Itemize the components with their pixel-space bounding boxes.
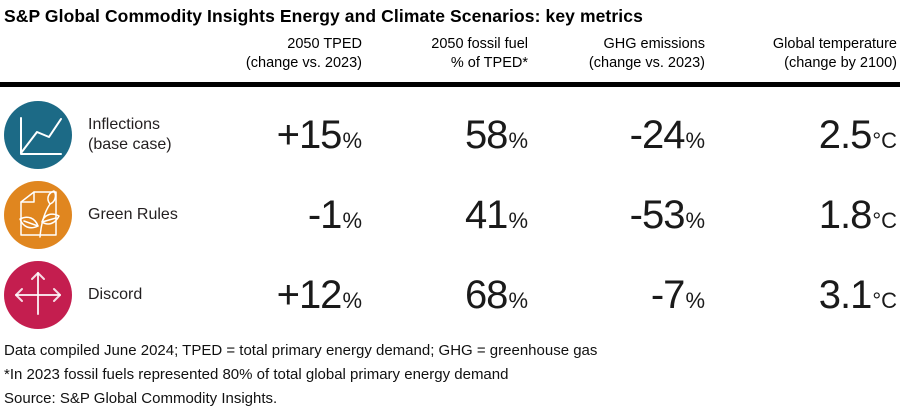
footnotes: Data compiled June 2024; TPED = total pr…: [0, 339, 897, 411]
value-unit: %: [508, 207, 528, 233]
column-header-fossil-fuel: 2050 fossil fuel % of TPED*: [362, 35, 528, 73]
column-header-tped: 2050 TPED (change vs. 2023): [230, 35, 362, 73]
page-title: S&P Global Commodity Insights Energy and…: [4, 6, 643, 26]
value-number: +15: [276, 112, 343, 157]
column-header-ghg: GHG emissions (change vs. 2023): [528, 35, 705, 73]
value-unit: °C: [872, 287, 897, 313]
column-header-line2: (change vs. 2023): [245, 55, 362, 71]
value-ghg: -7%: [528, 273, 705, 318]
table-body: Inflections (base case) +15% 58% -24% 2.…: [0, 87, 897, 335]
value-tped: +15%: [230, 113, 362, 158]
value-temperature: 1.8°C: [705, 193, 897, 238]
value-unit: %: [342, 287, 362, 313]
value-unit: %: [342, 127, 362, 153]
table-row: Green Rules -1% 41% -53% 1.8°C: [0, 175, 897, 255]
scenario-label: Green Rules: [88, 205, 178, 225]
scenario-label-line1: Discord: [88, 286, 143, 303]
value-unit: %: [508, 127, 528, 153]
value-ghg: -24%: [528, 113, 705, 158]
value-temperature: 3.1°C: [705, 273, 897, 318]
value-fossil-fuel: 58%: [362, 113, 528, 158]
document-plant-icon: [4, 181, 72, 249]
scenario-label: Inflections (base case): [88, 115, 172, 155]
value-number: 58: [464, 112, 508, 157]
column-header-temperature: Global temperature (change by 2100): [705, 35, 897, 73]
value-unit: %: [685, 207, 705, 233]
column-header-line2: % of TPED*: [450, 55, 528, 71]
value-number: -7: [650, 272, 686, 317]
footnote-data-compiled: Data compiled June 2024; TPED = total pr…: [4, 342, 598, 359]
scenario-cell-inflections: Inflections (base case): [0, 101, 230, 169]
value-number: 2.5: [818, 112, 873, 157]
footnote-source: Source: S&P Global Commodity Insights.: [4, 390, 278, 407]
column-header-line2: (change vs. 2023): [588, 55, 705, 71]
value-number: -53: [629, 192, 686, 237]
value-tped: +12%: [230, 273, 362, 318]
column-header-line1: 2050 TPED: [287, 36, 362, 52]
footnote-asterisk: *In 2023 fossil fuels represented 80% of…: [4, 366, 509, 383]
value-number: -24: [629, 112, 686, 157]
value-number: 41: [464, 192, 508, 237]
value-ghg: -53%: [528, 193, 705, 238]
scenario-label-line2: (base case): [88, 136, 172, 153]
value-unit: %: [685, 127, 705, 153]
value-number: +12: [276, 272, 343, 317]
value-number: 1.8: [818, 192, 873, 237]
value-unit: °C: [872, 207, 897, 233]
value-unit: °C: [872, 127, 897, 153]
value-temperature: 2.5°C: [705, 113, 897, 158]
line-chart-icon: [4, 101, 72, 169]
value-unit: %: [342, 207, 362, 233]
arrows-icon: [4, 261, 72, 329]
column-header-line2: (change by 2100): [784, 55, 897, 71]
scenario-label-line1: Inflections: [88, 116, 161, 133]
value-number: 3.1: [818, 272, 873, 317]
value-number: 68: [464, 272, 508, 317]
column-header-line1: Global temperature: [772, 36, 897, 52]
scenario-label-line1: Green Rules: [88, 206, 178, 223]
value-unit: %: [685, 287, 705, 313]
scenario-label: Discord: [88, 285, 142, 305]
value-unit: %: [508, 287, 528, 313]
column-header-line1: 2050 fossil fuel: [431, 36, 528, 52]
scenario-cell-discord: Discord: [0, 261, 230, 329]
scenario-cell-green-rules: Green Rules: [0, 181, 230, 249]
column-header-line1: GHG emissions: [603, 36, 705, 52]
value-fossil-fuel: 68%: [362, 273, 528, 318]
value-tped: -1%: [230, 193, 362, 238]
table-header-row: 2050 TPED (change vs. 2023) 2050 fossil …: [0, 35, 897, 82]
table-row: Inflections (base case) +15% 58% -24% 2.…: [0, 95, 897, 175]
value-number: -1: [307, 192, 343, 237]
header-divider: [0, 82, 900, 87]
table-row: Discord +12% 68% -7% 3.1°C: [0, 255, 897, 335]
value-fossil-fuel: 41%: [362, 193, 528, 238]
